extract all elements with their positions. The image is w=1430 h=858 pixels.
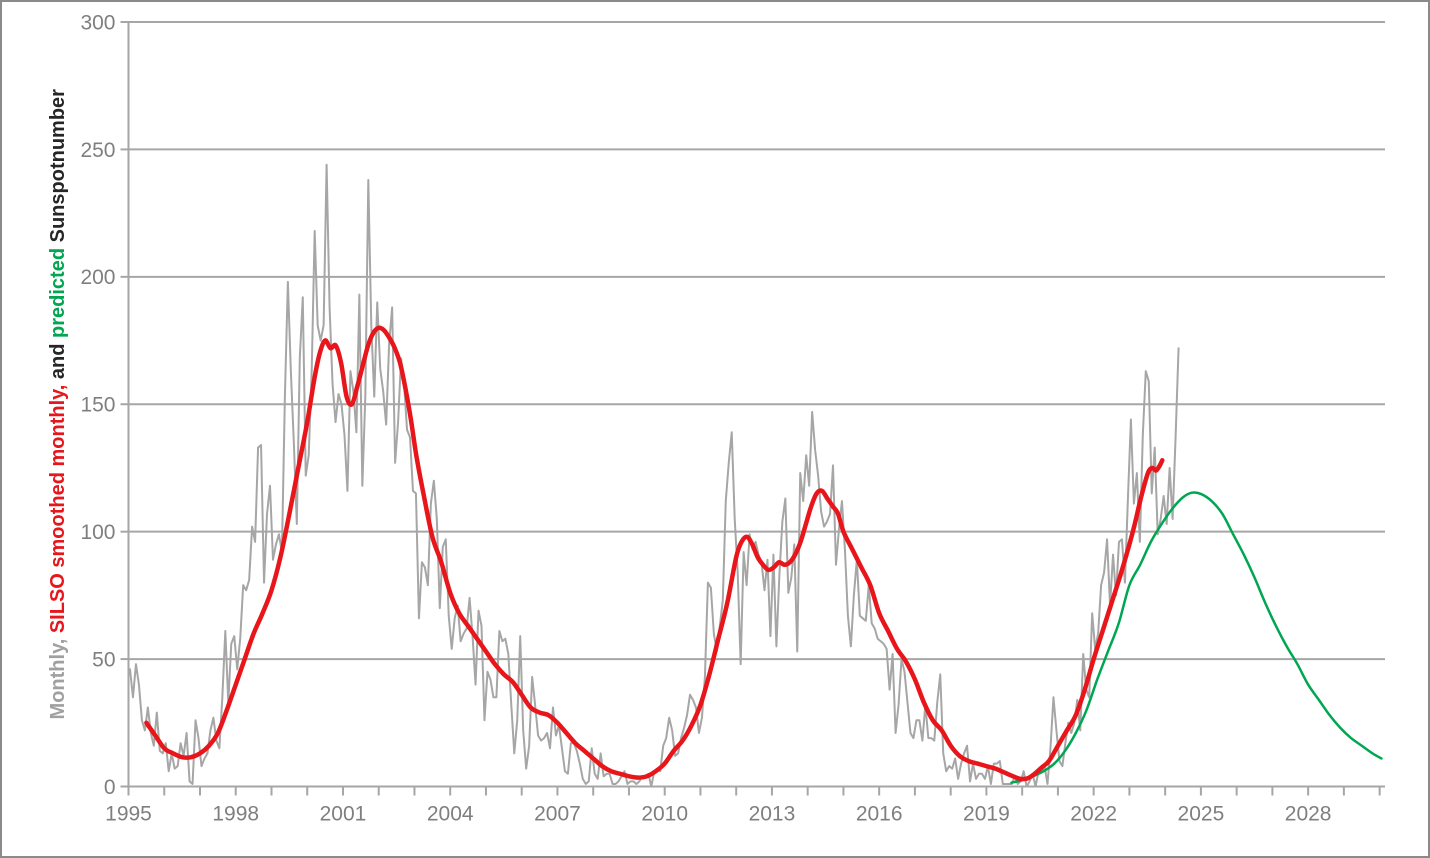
predicted-series-line — [1010, 491, 1383, 784]
y-tick-label: 200 — [80, 266, 115, 289]
x-tick-label: 2016 — [856, 803, 903, 826]
tick-labels-group: 0 50 100 150 200 250 300 1995 1998 2001 2004 2007 20… — [80, 11, 1331, 825]
y-tick-label: 300 — [80, 11, 115, 34]
ticks-group — [120, 21, 1381, 796]
y-axis-title: Monthly, SILSO smoothed monthly, and pre… — [47, 89, 69, 720]
x-tick-label: 2022 — [1070, 803, 1117, 826]
monthly-series-line — [128, 163, 1180, 788]
x-tick-label: 2004 — [427, 803, 474, 826]
y-axis-title-segment: predicted — [47, 242, 69, 338]
y-axis-title-segment: Monthly, — [47, 633, 69, 719]
x-tick-label: 2007 — [534, 803, 581, 826]
x-tick-label: 1998 — [212, 803, 259, 826]
x-tick-label: 2010 — [641, 803, 688, 826]
y-tick-label: 0 — [104, 776, 116, 799]
y-tick-label: 150 — [80, 394, 115, 417]
smoothed-series-line — [144, 325, 1165, 782]
x-tick-label: 2019 — [963, 803, 1010, 826]
x-tick-label: 2028 — [1285, 803, 1332, 826]
x-tick-label: 2001 — [320, 803, 367, 826]
x-tick-label: 2025 — [1178, 803, 1225, 826]
series-group — [128, 163, 1383, 788]
y-tick-label: 50 — [92, 648, 115, 671]
y-axis-title-segment: Sunspotnumber — [47, 89, 69, 243]
y-axis-title-segment: and — [47, 338, 69, 379]
y-tick-label: 250 — [80, 139, 115, 162]
x-tick-label: 1995 — [105, 803, 152, 826]
x-tick-label: 2013 — [749, 803, 796, 826]
y-axis-title-segment: SILSO smoothed monthly, — [47, 379, 69, 633]
gridlines-group — [128, 21, 1385, 661]
y-tick-label: 100 — [80, 521, 115, 544]
